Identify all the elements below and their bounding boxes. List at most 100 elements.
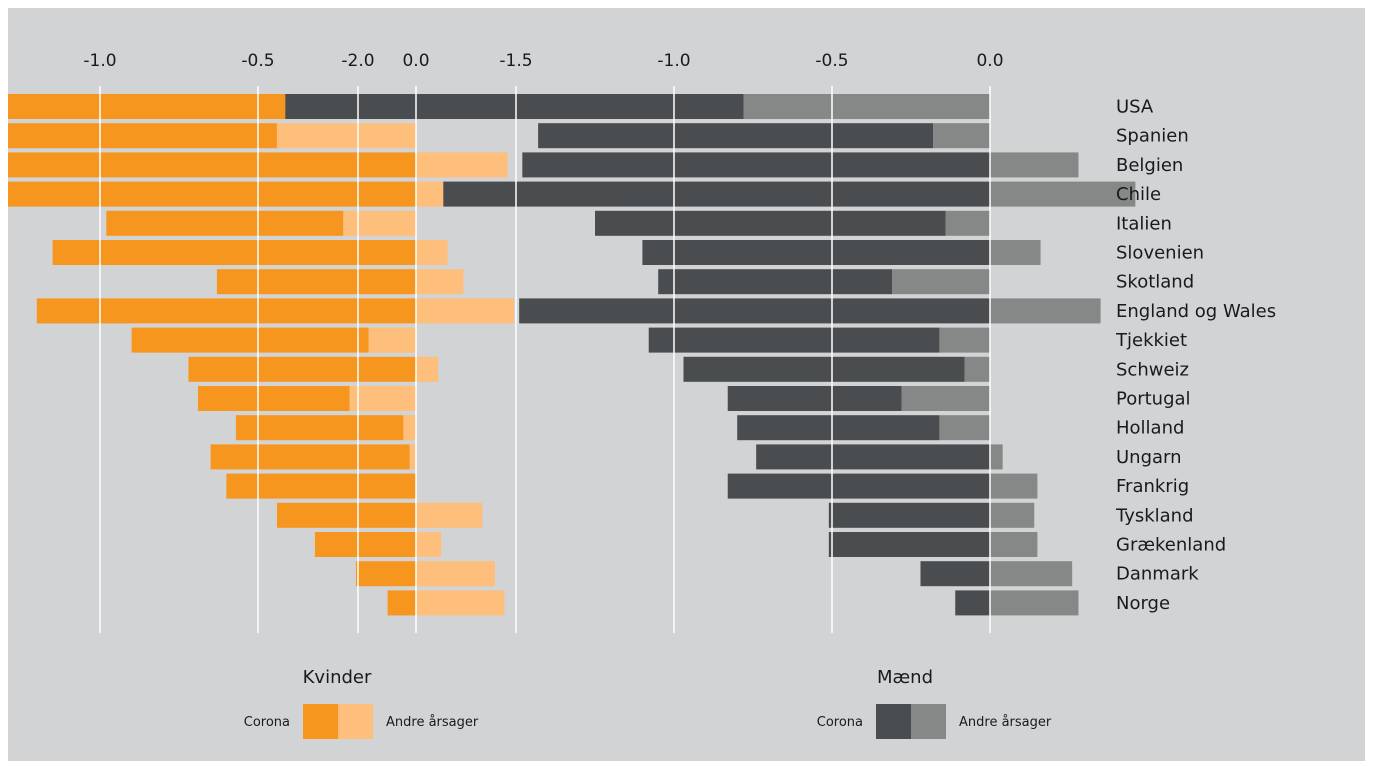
bar-men-corona-17 (955, 590, 990, 616)
bar-women-other-6 (416, 269, 464, 295)
bar-men-corona-10 (727, 386, 902, 411)
country-label-10: Portugal (1116, 389, 1191, 410)
bar-men-other-17 (990, 590, 1079, 616)
bar-men-other-15 (990, 532, 1038, 557)
bars-layer (8, 94, 1136, 616)
legend-women-other-swatch (338, 704, 373, 739)
bar-men-other-0 (743, 94, 990, 119)
country-label-1: Spanien (1116, 126, 1189, 147)
country-label-7: England og Wales (1116, 301, 1276, 322)
bar-men-corona-0 (285, 94, 744, 119)
bar-women-other-15 (416, 532, 442, 557)
legend-men-other-label: Andre årsager (959, 715, 1052, 730)
legend-women-corona-swatch (303, 704, 338, 739)
bar-men-other-14 (990, 502, 1035, 528)
bar-men-corona-1 (538, 123, 934, 149)
chart-panel: -2.0-1.5-1.0-0.50.0-2.0-1.5-1.0-0.50.0 U… (8, 8, 1365, 761)
bar-women-other-1 (276, 123, 416, 149)
bar-men-corona-2 (522, 152, 990, 178)
country-label-3: Chile (1116, 184, 1161, 205)
country-label-2: Belgien (1116, 155, 1183, 176)
bar-women-other-12 (409, 444, 416, 470)
legend-women: Corona Andre årsager (244, 704, 479, 739)
country-label-14: Tyskland (1115, 505, 1194, 526)
bar-women-other-4 (343, 210, 416, 236)
bar-women-corona-15 (314, 532, 416, 557)
bar-women-corona-7 (36, 298, 417, 324)
bar-women-corona-13 (226, 473, 416, 499)
bar-women-corona-5 (52, 240, 416, 265)
bar-men-other-3 (990, 181, 1136, 207)
bar-women-other-9 (416, 356, 439, 382)
legend-women-corona-label: Corona (244, 715, 290, 730)
tick-label-women-2: -1.0 (83, 51, 116, 71)
tick-label-women-4: 0.0 (402, 51, 429, 71)
bar-women-corona-17 (387, 590, 416, 616)
bar-men-corona-13 (727, 473, 990, 499)
bar-women-other-17 (416, 590, 505, 616)
bar-women-corona-11 (235, 415, 404, 441)
bar-women-corona-12 (210, 444, 410, 470)
country-label-9: Schweiz (1116, 359, 1189, 380)
bar-women-other-14 (416, 502, 483, 528)
country-label-15: Grækenland (1116, 535, 1226, 556)
bar-women-corona-10 (197, 386, 350, 411)
bar-men-other-4 (945, 210, 990, 236)
country-label-16: Danmark (1116, 564, 1199, 585)
legend-men-other-swatch (911, 704, 946, 739)
bar-women-corona-1 (8, 123, 277, 149)
bar-men-other-11 (939, 415, 990, 441)
country-label-5: Slovenien (1116, 243, 1204, 264)
bar-women-other-8 (368, 327, 416, 353)
bar-men-corona-5 (642, 240, 990, 265)
bar-women-corona-8 (131, 327, 369, 353)
tick-label-men-0: -2.0 (341, 51, 374, 71)
country-label-8: Tjekkiet (1115, 330, 1187, 351)
bar-women-corona-2 (8, 152, 416, 178)
legend-men: Corona Andre årsager (817, 704, 1052, 739)
country-labels: USA Spanien Belgien Chile Italien Slovenien Sk… (1115, 97, 1276, 614)
bar-women-other-2 (416, 152, 508, 178)
tick-label-men-2: -1.0 (657, 51, 690, 71)
bar-men-other-8 (939, 327, 990, 353)
bar-women-corona-0 (8, 94, 290, 119)
bar-women-corona-9 (188, 356, 416, 382)
country-label-13: Frankrig (1116, 476, 1189, 497)
bar-men-other-7 (990, 298, 1101, 324)
country-label-6: Skotland (1116, 272, 1194, 293)
country-label-0: USA (1116, 97, 1154, 118)
bar-men-other-13 (990, 473, 1038, 499)
tick-label-women-3: -0.5 (241, 51, 274, 71)
legend-women-other-label: Andre årsager (386, 715, 479, 730)
country-label-4: Italien (1116, 213, 1172, 234)
tick-layer: -2.0-1.5-1.0-0.50.0-2.0-1.5-1.0-0.50.0 (83, 51, 1003, 71)
bar-women-corona-6 (216, 269, 416, 295)
bar-men-other-5 (990, 240, 1041, 265)
bar-men-corona-7 (519, 298, 990, 324)
bar-women-other-5 (416, 240, 448, 265)
legend-men-corona-swatch (876, 704, 911, 739)
bar-women-other-11 (403, 415, 416, 441)
bar-women-other-16 (416, 561, 495, 587)
bar-women-corona-14 (276, 502, 416, 528)
tick-label-men-1: -1.5 (499, 51, 532, 71)
bar-men-corona-6 (658, 269, 893, 295)
bar-men-corona-12 (756, 444, 990, 470)
grid-layer (99, 86, 991, 633)
legend-men-corona-label: Corona (817, 715, 863, 730)
bar-men-corona-11 (737, 415, 940, 441)
bar-men-other-9 (964, 356, 990, 382)
bar-women-other-7 (416, 298, 514, 324)
bar-men-other-16 (990, 561, 1073, 587)
bar-men-corona-16 (920, 561, 990, 587)
panel-title-men: Mænd (877, 667, 933, 688)
country-label-12: Ungarn (1116, 447, 1182, 468)
bar-men-corona-14 (828, 502, 990, 528)
bar-men-corona-9 (683, 356, 965, 382)
bar-women-corona-4 (106, 210, 344, 236)
tick-label-men-3: -0.5 (815, 51, 848, 71)
bar-men-other-12 (990, 444, 1003, 470)
panel-title-women: Kvinder (303, 667, 372, 688)
bar-women-corona-3 (8, 181, 416, 207)
bar-women-other-10 (349, 386, 416, 411)
